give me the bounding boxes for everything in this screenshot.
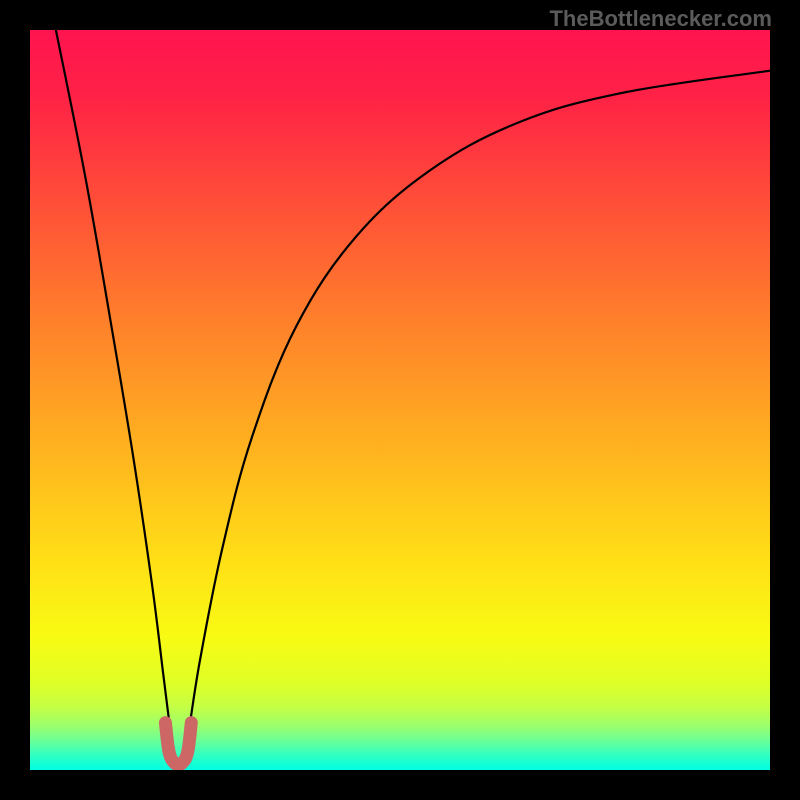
chart-frame	[30, 30, 770, 770]
chart-plot-area	[30, 30, 770, 770]
watermark-text: TheBottlenecker.com	[549, 6, 772, 32]
u-marker-path	[165, 723, 191, 765]
u-marker	[30, 30, 770, 770]
